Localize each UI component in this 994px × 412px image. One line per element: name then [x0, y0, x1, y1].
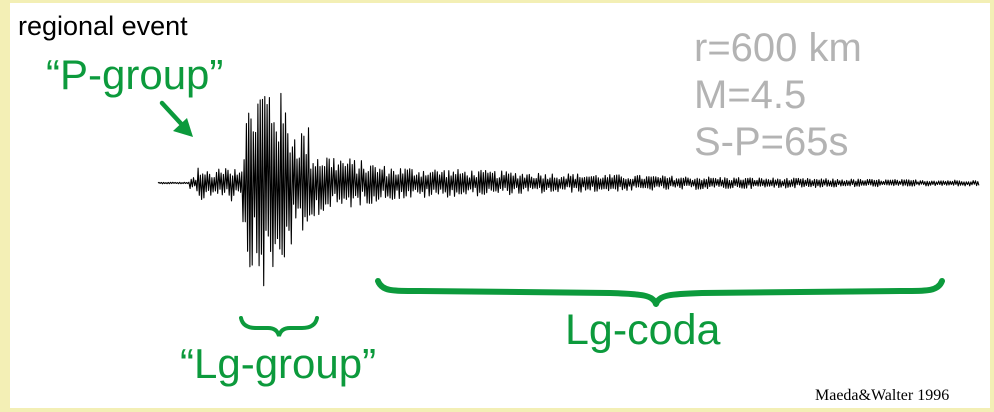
citation: Maeda&Walter 1996 — [815, 387, 950, 404]
lg-coda-label: Lg-coda — [565, 306, 721, 354]
distance-param: r=600 km — [694, 26, 862, 70]
caption: regional event — [18, 11, 188, 41]
s-p-time-param: S-P=65s — [694, 120, 849, 164]
p-group-label: “P-group” — [46, 51, 224, 98]
lg-coda-brace — [375, 278, 945, 307]
event-parameters: r=600 km M=4.5 S-P=65s — [694, 25, 862, 166]
magnitude-param: M=4.5 — [694, 73, 807, 117]
arrow-down-right-icon — [159, 100, 193, 137]
waveform-overlay — [157, 92, 980, 337]
lg-group-brace — [239, 316, 319, 337]
lg-group-label: “Lg-group” — [180, 340, 377, 387]
seismogram-trace — [157, 92, 980, 287]
